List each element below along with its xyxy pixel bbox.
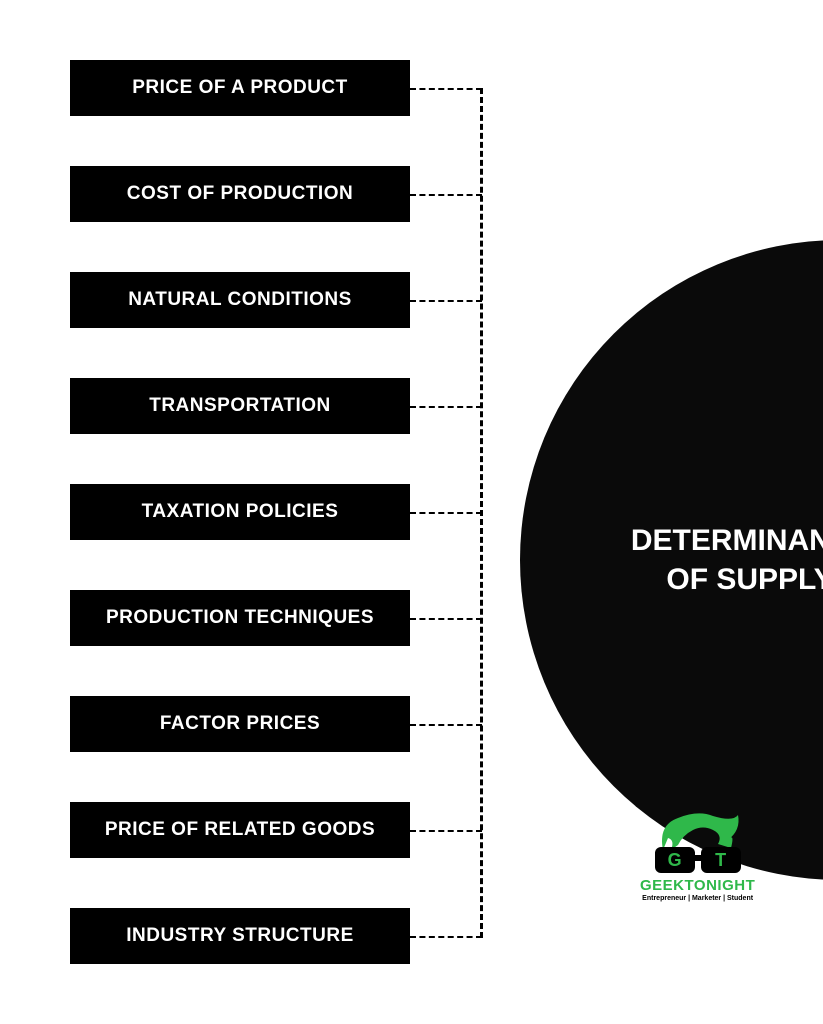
determinant-box: FACTOR PRICES <box>70 696 410 752</box>
determinant-label: NATURAL CONDITIONS <box>128 289 352 311</box>
determinant-label: TRANSPORTATION <box>149 395 331 417</box>
determinant-box: PRODUCTION TECHNIQUES <box>70 590 410 646</box>
brand-logo: GT GEEKTONIGHTEntrepreneur | Marketer | S… <box>640 810 755 902</box>
connector-h <box>410 300 482 302</box>
determinant-label: COST OF PRODUCTION <box>127 183 353 205</box>
determinant-label: FACTOR PRICES <box>160 713 320 735</box>
diagram-root: PRICE OF A PRODUCT COST OF PRODUCTION NATU… <box>0 0 823 1024</box>
determinant-label: PRODUCTION TECHNIQUES <box>106 607 374 629</box>
connector-h <box>410 194 482 196</box>
logo-text: GEEKTONIGHT <box>640 877 755 894</box>
determinant-label: INDUSTRY STRUCTURE <box>126 925 354 947</box>
determinant-box: COST OF PRODUCTION <box>70 166 410 222</box>
determinant-box: PRICE OF RELATED GOODS <box>70 802 410 858</box>
main-circle: DETERMINANTSOF SUPPLY <box>520 240 823 880</box>
determinant-box: TRANSPORTATION <box>70 378 410 434</box>
circle-title-line2: OF SUPPLY <box>631 560 823 599</box>
logo-subtext: Entrepreneur | Marketer | Student <box>640 895 755 902</box>
connector-h <box>410 512 482 514</box>
determinant-label: PRICE OF A PRODUCT <box>132 77 348 99</box>
connector-h <box>410 406 482 408</box>
logo-lens-right: T <box>701 847 741 873</box>
connector-h <box>410 830 482 832</box>
logo-lens-left: G <box>655 847 695 873</box>
determinant-box: PRICE OF A PRODUCT <box>70 60 410 116</box>
determinant-box: INDUSTRY STRUCTURE <box>70 908 410 964</box>
connector-h <box>410 618 482 620</box>
logo-glasses-icon: GT <box>653 847 743 875</box>
connector-h <box>410 724 482 726</box>
determinant-box: NATURAL CONDITIONS <box>70 272 410 328</box>
connector-h <box>410 88 482 90</box>
determinant-label: TAXATION POLICIES <box>142 501 339 523</box>
circle-title-line1: DETERMINANTS <box>631 521 823 560</box>
determinant-label: PRICE OF RELATED GOODS <box>105 819 375 841</box>
determinant-box: TAXATION POLICIES <box>70 484 410 540</box>
connector-h <box>410 936 482 938</box>
